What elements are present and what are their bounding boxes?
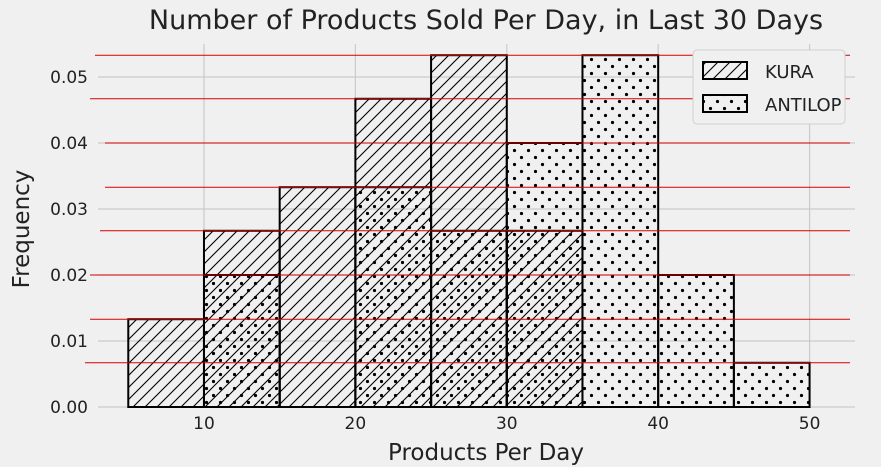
legend-label-kura: KURA	[765, 62, 814, 83]
bar-antilop	[732, 361, 811, 408]
x-tick-label: 50	[799, 414, 821, 434]
y-tick-label: 0.04	[50, 134, 88, 154]
chart-title: Number of Products Sold Per Day, in Last…	[149, 5, 823, 36]
reference-lines	[85, 54, 850, 364]
x-tick-label: 20	[345, 414, 367, 434]
y-axis-label: Frequency	[9, 170, 35, 289]
y-tick-label: 0.01	[50, 332, 88, 352]
bar-antilop	[202, 274, 281, 408]
x-tick-label: 30	[496, 414, 518, 434]
y-tick-label: 0.05	[50, 68, 88, 88]
legend-swatch-antilop	[702, 94, 748, 113]
x-axis-label: Products Per Day	[388, 440, 584, 466]
y-tick-label: 0.03	[50, 200, 88, 220]
x-tick-label: 40	[647, 414, 669, 434]
legend-swatch-kura	[702, 61, 748, 80]
bar-antilop	[657, 274, 735, 408]
tick-labels: 10 20 30 40 50 0.00 0.01 0.02 0.03 0.04 0.05	[50, 68, 820, 434]
bar-kura	[278, 186, 357, 408]
y-tick-label: 0.00	[50, 398, 88, 418]
legend: KURA ANTILOP	[692, 49, 846, 125]
x-tick-label: 10	[193, 414, 215, 434]
legend-label-antilop: ANTILOP	[765, 95, 842, 116]
y-tick-label: 0.02	[50, 266, 88, 286]
bar-antilop	[354, 186, 433, 408]
